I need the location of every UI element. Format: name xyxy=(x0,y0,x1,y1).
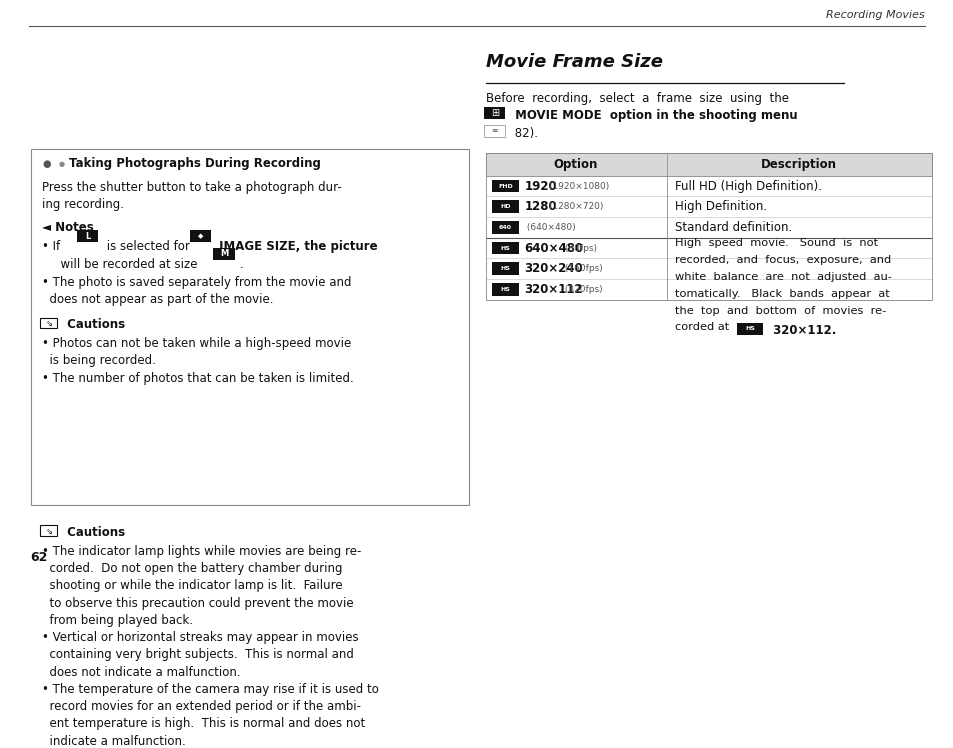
FancyBboxPatch shape xyxy=(30,150,469,506)
Text: HS: HS xyxy=(499,245,510,251)
Text: ing recording.: ing recording. xyxy=(42,198,124,211)
Text: corded.  Do not open the battery chamber during: corded. Do not open the battery chamber … xyxy=(42,562,342,575)
Text: Standard definition.: Standard definition. xyxy=(674,221,791,234)
Bar xyxy=(486,259,931,279)
Text: ent temperature is high.  This is normal and does not: ent temperature is high. This is normal … xyxy=(42,717,365,730)
Text: IMAGE SIZE, the picture: IMAGE SIZE, the picture xyxy=(215,240,377,253)
Text: the  top  and  bottom  of  movies  re-: the top and bottom of movies re- xyxy=(674,305,884,316)
Text: corded at: corded at xyxy=(674,322,728,332)
Text: is being recorded.: is being recorded. xyxy=(42,355,155,367)
Text: 320×240: 320×240 xyxy=(524,263,582,275)
Bar xyxy=(484,107,505,120)
Text: ⇘: ⇘ xyxy=(45,318,52,328)
Text: (80fps): (80fps) xyxy=(562,244,597,253)
Bar xyxy=(77,230,98,242)
Text: Description: Description xyxy=(760,158,836,171)
Bar xyxy=(492,200,518,213)
Bar xyxy=(484,125,505,137)
Text: recorded,  and  focus,  exposure,  and: recorded, and focus, exposure, and xyxy=(674,255,890,265)
Text: record movies for an extended period or if the ambi-: record movies for an extended period or … xyxy=(42,700,360,713)
Text: 62: 62 xyxy=(30,551,48,564)
Bar xyxy=(486,217,931,238)
Text: indicate a malfunction.: indicate a malfunction. xyxy=(42,735,186,747)
Bar xyxy=(492,263,518,275)
Text: High  speed  movie.   Sound  is  not: High speed movie. Sound is not xyxy=(674,238,877,248)
Text: L: L xyxy=(85,232,91,241)
Text: tomatically.   Black  bands  appear  at: tomatically. Black bands appear at xyxy=(674,289,888,298)
Text: FHD: FHD xyxy=(497,183,512,188)
Text: ⊞: ⊞ xyxy=(490,108,498,118)
Text: ⇘: ⇘ xyxy=(45,526,52,535)
Text: HS: HS xyxy=(744,326,754,331)
Bar xyxy=(736,323,762,335)
Text: Taking Photographs During Recording: Taking Photographs During Recording xyxy=(69,157,320,171)
Text: HD: HD xyxy=(499,204,510,209)
Text: from being played back.: from being played back. xyxy=(42,614,193,627)
Text: ◆: ◆ xyxy=(197,233,203,239)
Text: white  balance  are  not  adjusted  au-: white balance are not adjusted au- xyxy=(674,272,890,282)
Text: 320×112: 320×112 xyxy=(524,283,582,296)
Bar xyxy=(492,180,518,192)
Text: 82).: 82). xyxy=(511,127,537,141)
Text: ●: ● xyxy=(42,159,51,169)
Text: Full HD (High Definition).: Full HD (High Definition). xyxy=(674,180,821,192)
Text: shooting or while the indicator lamp is lit.  Failure: shooting or while the indicator lamp is … xyxy=(42,580,342,592)
Text: (1280×720): (1280×720) xyxy=(545,202,603,211)
Text: containing very bright subjects.  This is normal and: containing very bright subjects. This is… xyxy=(42,649,354,661)
Bar xyxy=(486,176,931,197)
Text: • Photos can not be taken while a high-speed movie: • Photos can not be taken while a high-s… xyxy=(42,337,351,350)
Text: ≡: ≡ xyxy=(491,126,497,135)
Text: is selected for: is selected for xyxy=(103,240,193,253)
Bar xyxy=(486,197,931,217)
Text: (1920×1080): (1920×1080) xyxy=(545,182,609,191)
Text: 1280: 1280 xyxy=(524,200,557,213)
Bar xyxy=(40,526,57,536)
Text: ●: ● xyxy=(59,161,65,167)
Text: does not indicate a malfunction.: does not indicate a malfunction. xyxy=(42,666,240,678)
Text: Cautions: Cautions xyxy=(63,526,125,539)
Text: does not appear as part of the movie.: does not appear as part of the movie. xyxy=(42,293,274,306)
Text: Press the shutter button to take a photograph dur-: Press the shutter button to take a photo… xyxy=(42,181,341,194)
Text: will be recorded at size: will be recorded at size xyxy=(53,258,201,271)
Text: MOVIE MODE  option in the shooting menu: MOVIE MODE option in the shooting menu xyxy=(511,109,797,122)
Text: High Definition.: High Definition. xyxy=(674,200,766,213)
Bar xyxy=(486,279,931,300)
Bar xyxy=(213,248,235,260)
Bar xyxy=(40,318,57,328)
Text: 1920: 1920 xyxy=(524,180,557,192)
Bar xyxy=(190,230,211,242)
Bar xyxy=(486,153,931,176)
Text: 320×112.: 320×112. xyxy=(768,324,836,337)
Text: (320fps): (320fps) xyxy=(562,285,602,294)
Bar xyxy=(492,283,518,295)
Text: 640×480: 640×480 xyxy=(524,242,583,254)
Text: • The indicator lamp lights while movies are being re-: • The indicator lamp lights while movies… xyxy=(42,545,361,558)
Text: Movie Frame Size: Movie Frame Size xyxy=(486,53,662,71)
Text: HS: HS xyxy=(499,287,510,292)
Bar xyxy=(486,238,931,259)
Text: (640×480): (640×480) xyxy=(524,223,576,232)
Text: Cautions: Cautions xyxy=(63,318,125,331)
Text: .: . xyxy=(240,258,244,271)
Text: 640: 640 xyxy=(498,225,511,230)
Bar xyxy=(492,221,518,233)
Text: • The photo is saved separately from the movie and: • The photo is saved separately from the… xyxy=(42,276,351,289)
Text: to observe this precaution could prevent the movie: to observe this precaution could prevent… xyxy=(42,597,354,610)
Text: • If: • If xyxy=(42,240,64,253)
Text: HS: HS xyxy=(499,266,510,272)
Text: • The number of photos that can be taken is limited.: • The number of photos that can be taken… xyxy=(42,372,354,384)
Text: ◄ Notes: ◄ Notes xyxy=(42,221,93,234)
Text: (160fps): (160fps) xyxy=(562,264,602,273)
Text: Option: Option xyxy=(553,158,597,171)
Bar xyxy=(492,242,518,254)
Text: • Vertical or horizontal streaks may appear in movies: • Vertical or horizontal streaks may app… xyxy=(42,631,358,644)
Text: Recording Movies: Recording Movies xyxy=(825,10,923,20)
Text: M: M xyxy=(220,249,228,258)
Bar xyxy=(486,153,931,300)
Text: Before  recording,  select  a  frame  size  using  the: Before recording, select a frame size us… xyxy=(486,92,788,105)
Text: • The temperature of the camera may rise if it is used to: • The temperature of the camera may rise… xyxy=(42,683,378,696)
